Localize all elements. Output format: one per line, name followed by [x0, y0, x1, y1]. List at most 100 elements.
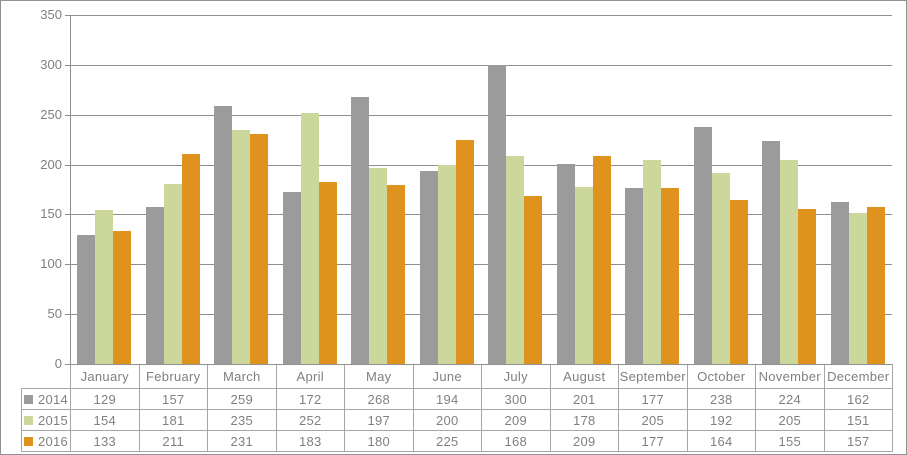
month-header-march: March: [207, 364, 277, 389]
y-axis-tick: [65, 165, 70, 166]
month-header-february: February: [138, 364, 208, 389]
bar-2014-march[interactable]: [214, 106, 232, 364]
bar-2015-october[interactable]: [712, 173, 730, 364]
bar-2015-december[interactable]: [849, 213, 867, 364]
month-header-may: May: [344, 364, 414, 389]
value-cell-2015-november: 205: [755, 409, 825, 431]
legend-key-2016-icon[interactable]: [23, 436, 33, 446]
month-header-january: January: [70, 364, 140, 389]
value-cell-2014-may: 268: [344, 388, 414, 410]
value-cell-2016-may: 180: [344, 430, 414, 452]
y-axis-label: 50: [47, 306, 62, 321]
bar-2015-november[interactable]: [780, 160, 798, 364]
bar-2015-july[interactable]: [506, 156, 524, 364]
legend-label-2016: 2016: [37, 433, 69, 449]
bar-2015-may[interactable]: [369, 168, 387, 364]
value-cell-2016-july: 168: [481, 430, 551, 452]
month-header-october: October: [686, 364, 756, 389]
gridline: [70, 15, 892, 16]
value-cell-2016-june: 225: [412, 430, 482, 452]
legend-entry-2014: 2014: [23, 392, 70, 407]
legend-label-2015: 2015: [37, 412, 69, 428]
value-cell-2014-november: 224: [755, 388, 825, 410]
bar-2015-march[interactable]: [232, 130, 250, 364]
bar-2014-december[interactable]: [831, 202, 849, 364]
value-cell-2015-july: 209: [481, 409, 551, 431]
bar-2014-october[interactable]: [694, 127, 712, 364]
bar-2016-september[interactable]: [661, 188, 679, 364]
legend-key-2015-icon[interactable]: [23, 415, 33, 425]
bar-2016-october[interactable]: [730, 200, 748, 364]
y-axis-label: 100: [40, 256, 62, 271]
value-cell-2014-june: 194: [412, 388, 482, 410]
value-cell-2016-august: 209: [549, 430, 619, 452]
gridline: [70, 264, 892, 265]
bar-2015-september[interactable]: [643, 160, 661, 364]
bar-2014-february[interactable]: [146, 207, 164, 364]
value-cell-2016-march: 231: [207, 430, 277, 452]
value-cell-2015-december: 151: [823, 409, 893, 431]
bar-2016-june[interactable]: [456, 140, 474, 364]
value-cell-2016-february: 211: [138, 430, 208, 452]
bar-2014-august[interactable]: [557, 164, 575, 364]
gridline: [70, 214, 892, 215]
month-header-june: June: [412, 364, 482, 389]
bar-2015-april[interactable]: [301, 113, 319, 364]
month-header-september: September: [618, 364, 688, 389]
bar-2015-august[interactable]: [575, 187, 593, 364]
bar-2016-march[interactable]: [250, 134, 268, 364]
y-axis-label: 300: [40, 57, 62, 72]
bar-2014-september[interactable]: [625, 188, 643, 364]
value-cell-2014-march: 259: [207, 388, 277, 410]
legend-cell-2015: 2015: [21, 409, 71, 431]
bar-2016-january[interactable]: [113, 231, 131, 364]
value-cell-2016-december: 157: [823, 430, 893, 452]
value-cell-2015-august: 178: [549, 409, 619, 431]
y-axis-line: [70, 15, 71, 364]
value-cell-2015-february: 181: [138, 409, 208, 431]
value-cell-2014-september: 177: [618, 388, 688, 410]
value-cell-2014-october: 238: [686, 388, 756, 410]
gridline: [70, 364, 892, 365]
bar-2016-may[interactable]: [387, 185, 405, 364]
bar-2016-december[interactable]: [867, 207, 885, 364]
y-axis-label: 0: [54, 356, 62, 371]
gridline: [70, 165, 892, 166]
bar-2016-july[interactable]: [524, 196, 542, 364]
legend-cell-2016: 2016: [21, 430, 71, 452]
y-axis-tick: [65, 115, 70, 116]
y-axis-label: 150: [40, 206, 62, 221]
month-header-april: April: [275, 364, 345, 389]
bar-2015-january[interactable]: [95, 210, 113, 364]
value-cell-2015-april: 252: [275, 409, 345, 431]
value-cell-2016-april: 183: [275, 430, 345, 452]
bar-2015-june[interactable]: [438, 165, 456, 364]
gridline: [70, 115, 892, 116]
value-cell-2014-july: 300: [481, 388, 551, 410]
bar-2016-november[interactable]: [798, 209, 816, 364]
bar-2014-june[interactable]: [420, 171, 438, 364]
month-header-november: November: [755, 364, 825, 389]
bar-2015-february[interactable]: [164, 184, 182, 364]
value-cell-2014-august: 201: [549, 388, 619, 410]
month-header-august: August: [549, 364, 619, 389]
value-cell-2015-june: 200: [412, 409, 482, 431]
value-cell-2015-january: 154: [70, 409, 140, 431]
bar-2014-april[interactable]: [283, 192, 301, 364]
legend-key-2014-icon[interactable]: [23, 394, 33, 404]
bar-2016-february[interactable]: [182, 154, 200, 364]
bar-2014-january[interactable]: [77, 235, 95, 364]
data-table: January February March April May June July Augu…: [21, 364, 893, 452]
value-cell-2015-march: 235: [207, 409, 277, 431]
bar-2014-may[interactable]: [351, 97, 369, 364]
value-cell-2016-january: 133: [70, 430, 140, 452]
y-axis-label: 200: [40, 157, 62, 172]
gridline: [70, 65, 892, 66]
bar-2016-august[interactable]: [593, 156, 611, 364]
value-cell-2014-january: 129: [70, 388, 140, 410]
value-cell-2014-april: 172: [275, 388, 345, 410]
bar-2014-july[interactable]: [488, 65, 506, 364]
bar-2014-november[interactable]: [762, 141, 780, 364]
value-cell-2016-november: 155: [755, 430, 825, 452]
bar-2016-april[interactable]: [319, 182, 337, 364]
